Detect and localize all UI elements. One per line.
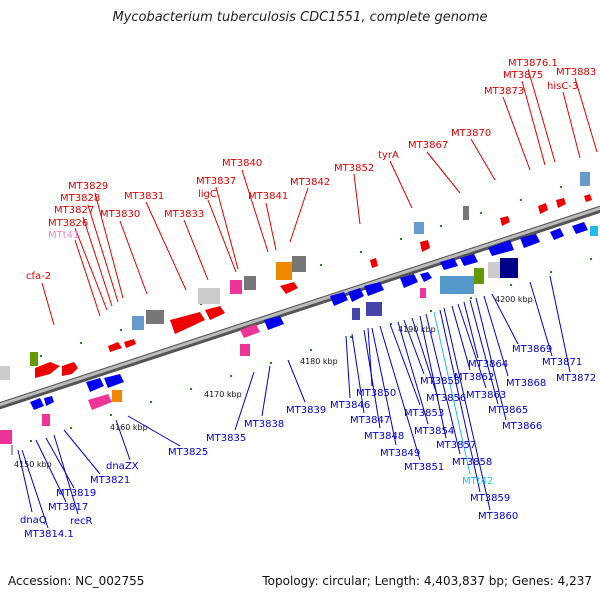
gene-label: cfa-2 xyxy=(26,271,51,282)
gene-label: MT3842 xyxy=(290,177,330,188)
gene-label: MT3851 xyxy=(404,462,444,473)
scale-label-4180: 4180 kbp xyxy=(300,357,338,366)
gene-label: MTt41 xyxy=(48,230,79,241)
accession-label: Accession: NC_002755 xyxy=(8,574,145,588)
gene-label: MT3839 xyxy=(286,405,326,416)
gene-label: recR xyxy=(70,516,93,527)
gene-label: MT3848 xyxy=(364,431,404,442)
scale-label-4200: 4200 kbp xyxy=(495,295,533,304)
gene-label: MT3862 xyxy=(454,372,494,383)
gene-label: MT3837 xyxy=(196,176,236,187)
bottom-gene-labels: dnaQ MT3814.1 MT3817 recR MT3819 MT3821 … xyxy=(20,344,596,540)
gene-label: MT3875 xyxy=(503,70,543,81)
gene-label: MT3821 xyxy=(90,475,130,486)
gene-label: MT3817 xyxy=(48,502,88,513)
gene-label: MT3850 xyxy=(356,388,396,399)
gene-label: MT3857 xyxy=(436,440,476,451)
guide-dots xyxy=(30,186,592,442)
gene-label: dnaQ xyxy=(20,515,47,526)
gene-label: MT3846 xyxy=(330,400,370,411)
gene-label: MT3866 xyxy=(502,421,542,432)
top-gene-labels: cfa-2 MTt41 MT3826 MT3827 MT3828 MT3829 … xyxy=(26,58,596,282)
gene-label: MT3833 xyxy=(164,209,204,220)
scale-label-4190: 4190 kbp xyxy=(398,325,436,334)
gene-label: MT3865 xyxy=(488,405,528,416)
gene-label: MT3858 xyxy=(452,457,492,468)
gene-label: MTt42 xyxy=(462,476,493,487)
gene-label: MT3835 xyxy=(206,433,246,444)
top-leader-lines xyxy=(41,68,598,326)
gene-label: MT3830 xyxy=(100,209,140,220)
gene-label: dnaZX xyxy=(106,461,139,472)
gene-label: MT3863 xyxy=(466,390,506,401)
gene-label: MT3838 xyxy=(244,419,284,430)
gene-label: MT3873 xyxy=(484,86,524,97)
gene-label: MT3853 xyxy=(404,408,444,419)
gene-label: MT3855 xyxy=(420,376,460,387)
gene-label: tyrA xyxy=(378,150,399,161)
map-title: Mycobacterium tuberculosis CDC1551, comp… xyxy=(112,10,488,25)
gene-label: MT3827 xyxy=(54,205,94,216)
gene-label: MT3876.1 xyxy=(508,58,558,69)
gene-label: MT3869 xyxy=(512,344,552,355)
scale-label-4170: 4170 kbp xyxy=(204,390,242,399)
gene-label: MT3831 xyxy=(124,191,164,202)
gene-label: MT3829 xyxy=(68,181,108,192)
gene-label: MT3826 xyxy=(48,218,88,229)
gene-label: MT3872 xyxy=(556,373,596,384)
gene-label: MT3870 xyxy=(451,128,491,139)
gene-label: ligC xyxy=(198,189,217,200)
gene-label: hisC-3 xyxy=(547,81,578,92)
topology-label: Topology: circular; Length: 4,403,837 bp… xyxy=(262,574,592,588)
gene-label: MT3828 xyxy=(60,193,100,204)
gene-label: MT3883 xyxy=(556,67,596,78)
gene-label: MT3849 xyxy=(380,448,420,459)
gene-label: MT3871 xyxy=(542,357,582,368)
gene-label: MT3860 xyxy=(478,511,518,522)
gene-label: MT3852 xyxy=(334,163,374,174)
gene-label: MT3819 xyxy=(56,488,96,499)
scale-label-4150: 4150 kbp xyxy=(14,460,52,469)
gene-label: MT3859 xyxy=(470,493,510,504)
gene-label: MT3841 xyxy=(248,191,288,202)
gene-label: MT3825 xyxy=(168,447,208,458)
gene-label: MT3814.1 xyxy=(24,529,74,540)
bottom-leader-lines xyxy=(17,275,571,529)
scale-bar: 4150 kbp 4160 kbp 4170 kbp 4180 kbp 4190… xyxy=(11,295,533,469)
gene-label: MT3867 xyxy=(408,140,448,151)
gene-label: MT3840 xyxy=(222,158,262,169)
gene-label: MT3868 xyxy=(506,378,546,389)
gene-label: MT3864 xyxy=(468,359,508,370)
reverse-features xyxy=(30,222,598,410)
genome-axis xyxy=(0,205,600,410)
forward-features xyxy=(0,172,592,444)
gene-label: MT3847 xyxy=(350,415,390,426)
scale-label-4160: 4160 kbp xyxy=(110,423,148,432)
gene-label: MT3854 xyxy=(414,426,454,437)
gene-label: MT3856 xyxy=(426,393,466,404)
